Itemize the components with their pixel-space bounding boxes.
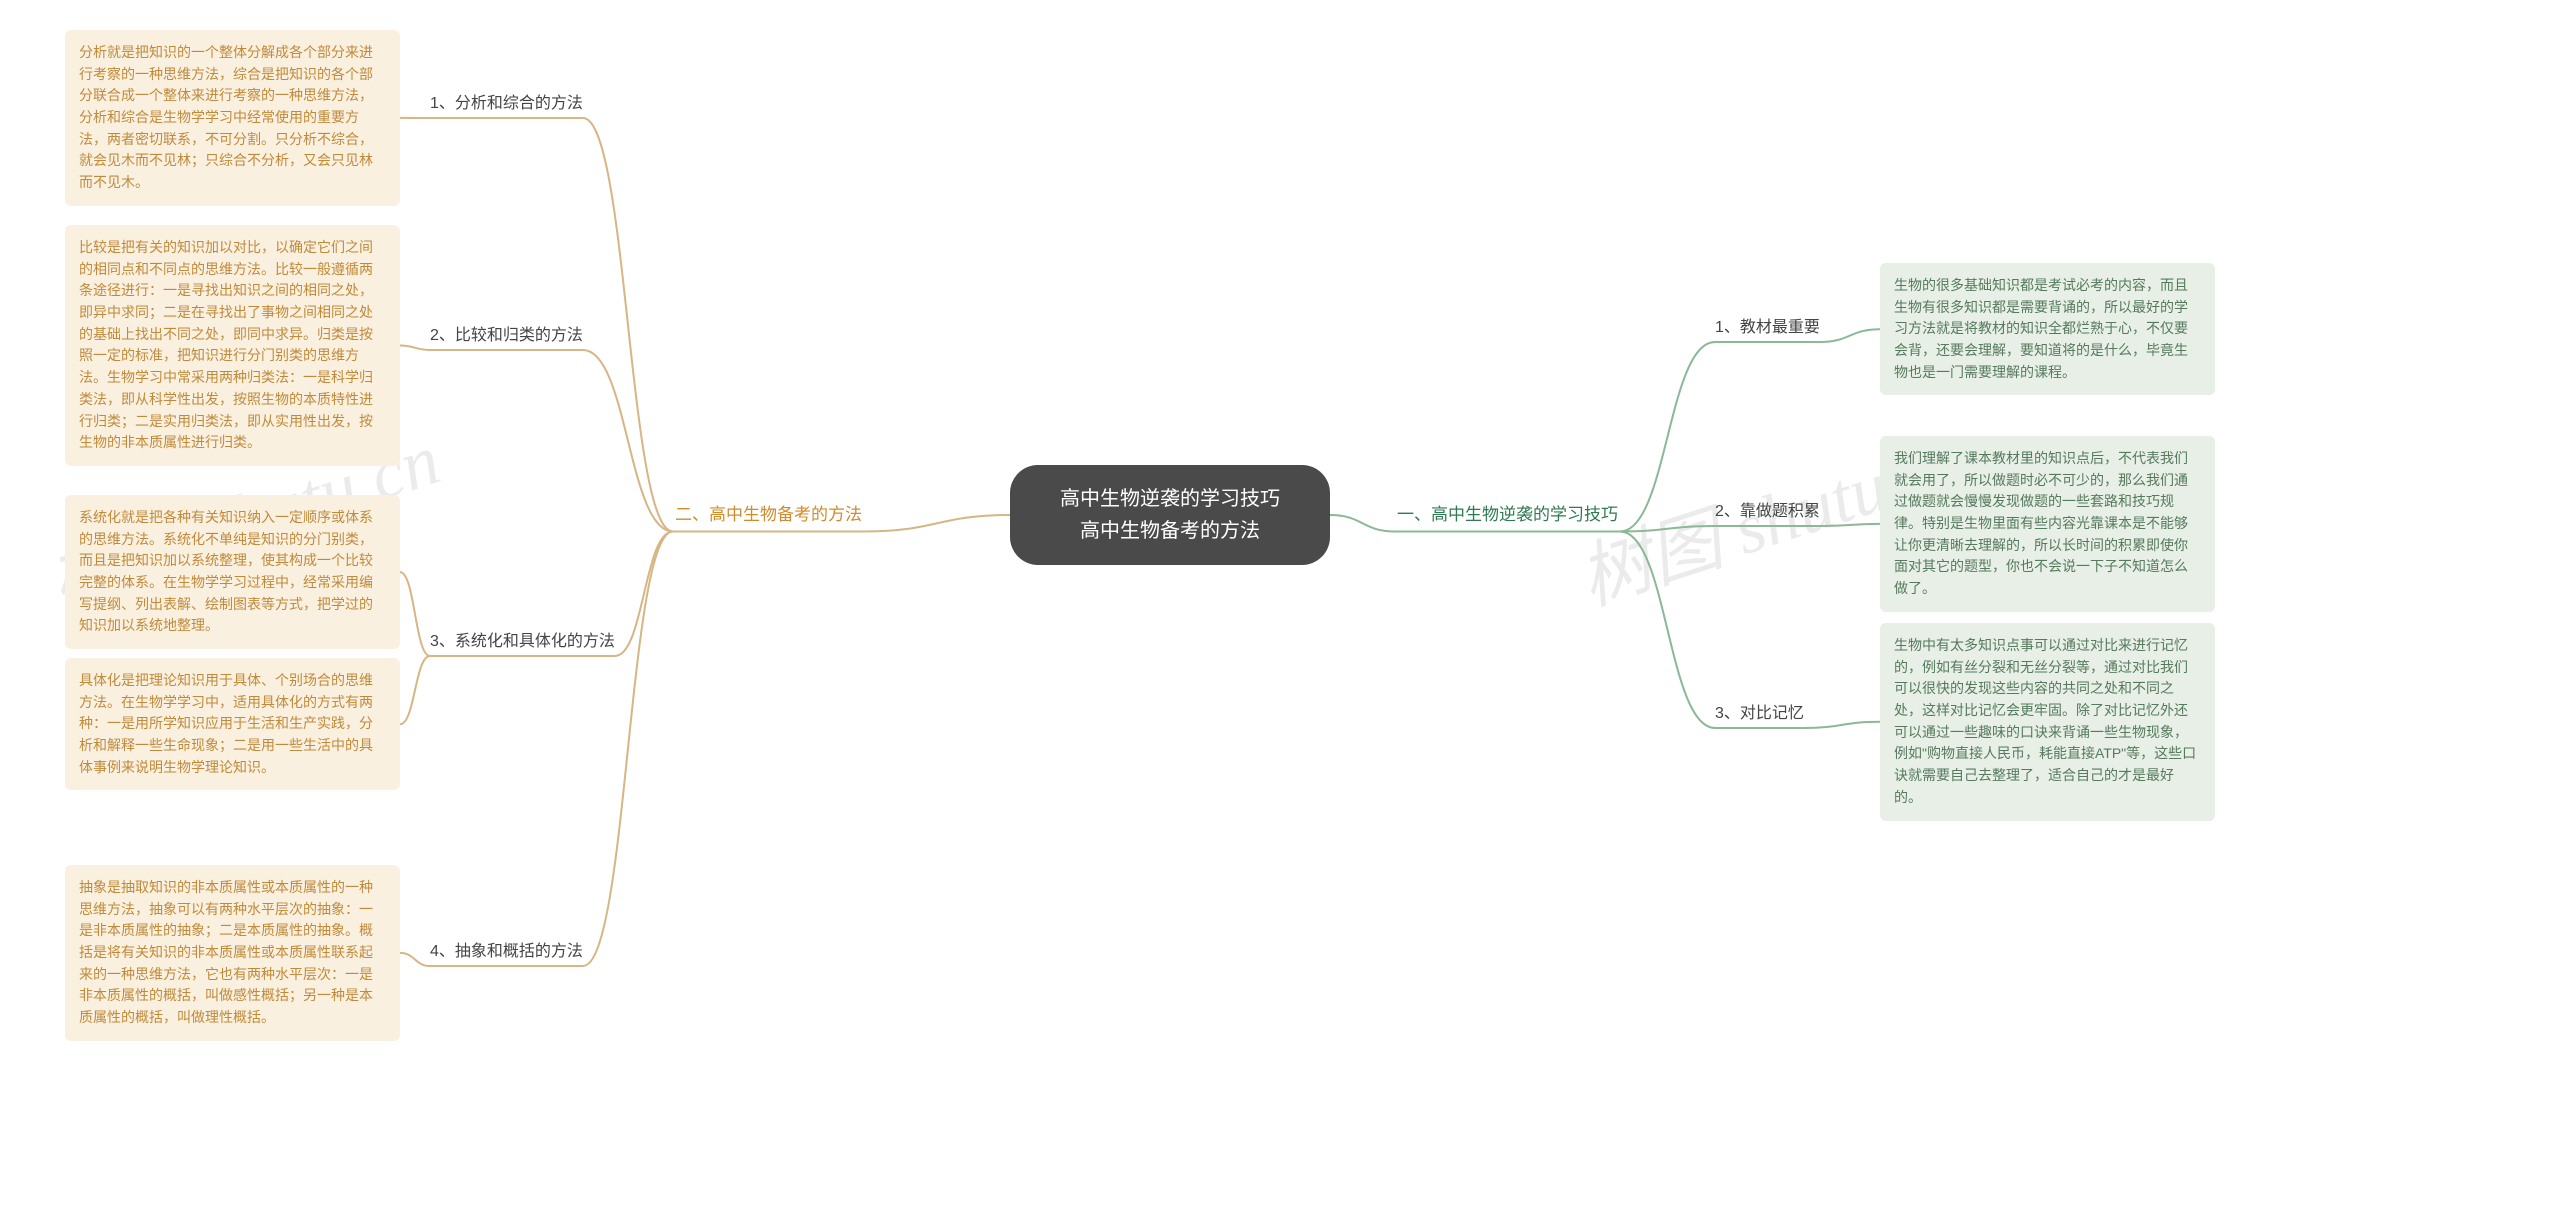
center-node: 高中生物逆袭的学习技巧 高中生物备考的方法 [1010, 465, 1330, 565]
right-sub-3: 3、对比记忆 [1715, 700, 1804, 728]
left-leaf-2: 比较是把有关的知识加以对比，以确定它们之间的相同点和不同点的思维方法。比较一般遵… [65, 225, 400, 466]
right-leaf-1: 生物的很多基础知识都是考试必考的内容，而且生物有很多知识都是需要背诵的，所以最好… [1880, 263, 2215, 395]
left-leaf-4: 抽象是抽取知识的非本质属性或本质属性的一种思维方法，抽象可以有两种水平层次的抽象… [65, 865, 400, 1041]
left-leaf-1: 分析就是把知识的一个整体分解成各个部分来进行考察的一种思维方法，综合是把知识的各… [65, 30, 400, 206]
right-leaf-3: 生物中有太多知识点事可以通过对比来进行记忆的，例如有丝分裂和无丝分裂等，通过对比… [1880, 623, 2215, 821]
left-leaf-3b: 具体化是把理论知识用于具体、个别场合的思维方法。在生物学学习中，适用具体化的方式… [65, 658, 400, 790]
right-leaf-2: 我们理解了课本教材里的知识点后，不代表我们就会用了，所以做题时必不可少的，那么我… [1880, 436, 2215, 612]
center-title-line1: 高中生物逆袭的学习技巧 [1060, 488, 1280, 510]
left-sub-3: 3、系统化和具体化的方法 [430, 628, 615, 656]
right-sub-2: 2、靠做题积累 [1715, 498, 1820, 526]
branch-left-label: 二、高中生物备考的方法 [673, 498, 864, 532]
right-sub-1: 1、教材最重要 [1715, 314, 1820, 342]
branch-right-label: 一、高中生物逆袭的学习技巧 [1395, 498, 1620, 532]
left-leaf-3a: 系统化就是把各种有关知识纳入一定顺序或体系的思维方法。系统化不单纯是知识的分门别… [65, 495, 400, 649]
left-sub-1: 1、分析和综合的方法 [430, 90, 583, 118]
center-title-line2: 高中生物备考的方法 [1080, 520, 1260, 542]
left-sub-2: 2、比较和归类的方法 [430, 322, 583, 350]
left-sub-4: 4、抽象和概括的方法 [430, 938, 583, 966]
